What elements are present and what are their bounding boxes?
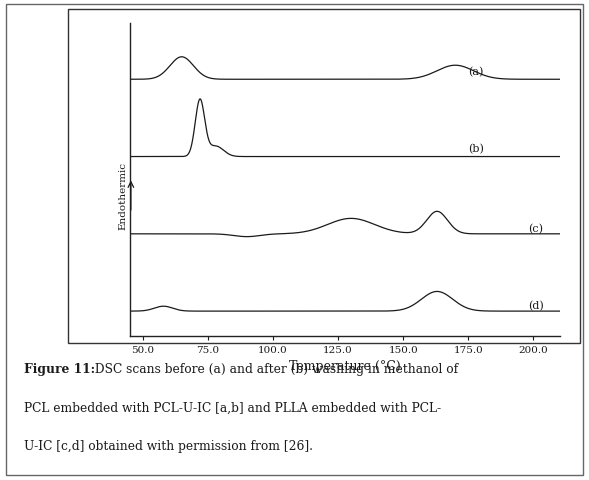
- Text: (a): (a): [468, 67, 484, 77]
- X-axis label: Temperature (°C): Temperature (°C): [289, 360, 401, 372]
- Text: DSC scans before (a) and after (b) washing in methanol of: DSC scans before (a) and after (b) washi…: [91, 362, 458, 375]
- Text: (c): (c): [528, 224, 543, 234]
- Text: Figure 11:: Figure 11:: [24, 362, 95, 375]
- Text: (d): (d): [528, 300, 544, 311]
- Text: U-IC [c,d] obtained with permission from [26].: U-IC [c,d] obtained with permission from…: [24, 439, 313, 452]
- Text: (b): (b): [468, 144, 484, 154]
- Text: PCL embedded with PCL-U-IC [a,b] and PLLA embedded with PCL-: PCL embedded with PCL-U-IC [a,b] and PLL…: [24, 401, 441, 414]
- Text: Endothermic: Endothermic: [118, 162, 127, 230]
